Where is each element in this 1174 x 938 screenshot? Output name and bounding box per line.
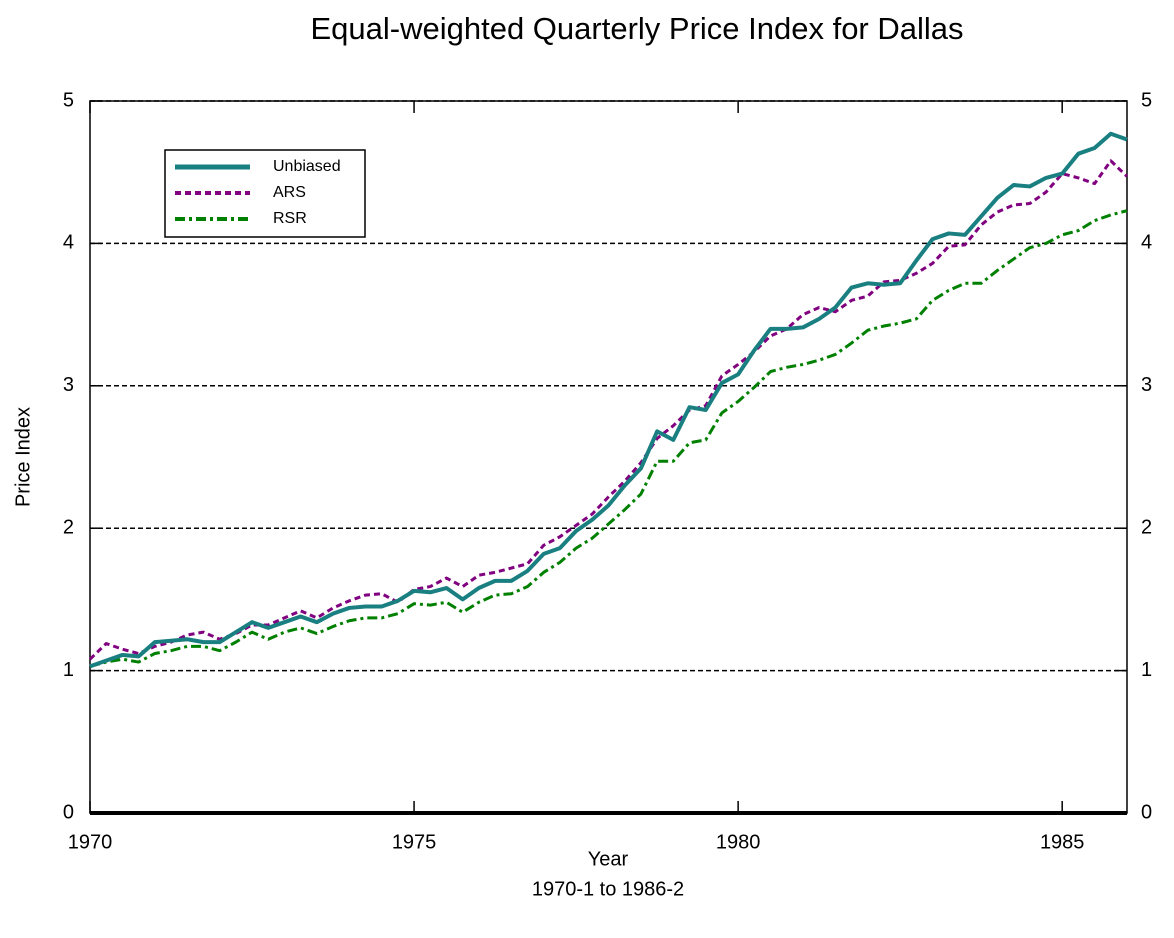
y2-tick-label: 5 (1141, 89, 1152, 111)
x-tick-label: 1970 (68, 831, 113, 853)
y2-tick-label: 4 (1141, 232, 1152, 254)
y-axis-label: Price Index (12, 407, 34, 507)
y-tick-label: 4 (63, 232, 74, 254)
legend-label: ARS (273, 184, 306, 201)
chart-title: Equal-weighted Quarterly Price Index for… (310, 11, 963, 46)
x-tick-label: 1985 (1040, 831, 1085, 853)
legend-label: RSR (273, 210, 307, 227)
y-tick-label: 5 (63, 89, 74, 111)
y-tick-label: 1 (63, 659, 74, 681)
line-series (89, 209, 1128, 668)
line-series (88, 159, 1129, 661)
y-tick-label: 0 (63, 801, 74, 823)
y2-tick-label: 0 (1141, 801, 1152, 823)
y-tick-label: 2 (63, 516, 74, 538)
x-axis-label: Year (588, 848, 629, 870)
y-tick-label: 3 (63, 374, 74, 396)
x-tick-label: 1980 (716, 831, 761, 853)
x-axis-subtitle: 1970-1 to 1986-2 (532, 878, 684, 900)
y2-tick-label: 2 (1141, 516, 1152, 538)
legend-label: Unbiased (273, 158, 341, 175)
y2-tick-label: 3 (1141, 374, 1152, 396)
line-series (89, 131, 1128, 669)
y2-tick-label: 1 (1141, 659, 1152, 681)
x-tick-label: 1975 (392, 831, 437, 853)
